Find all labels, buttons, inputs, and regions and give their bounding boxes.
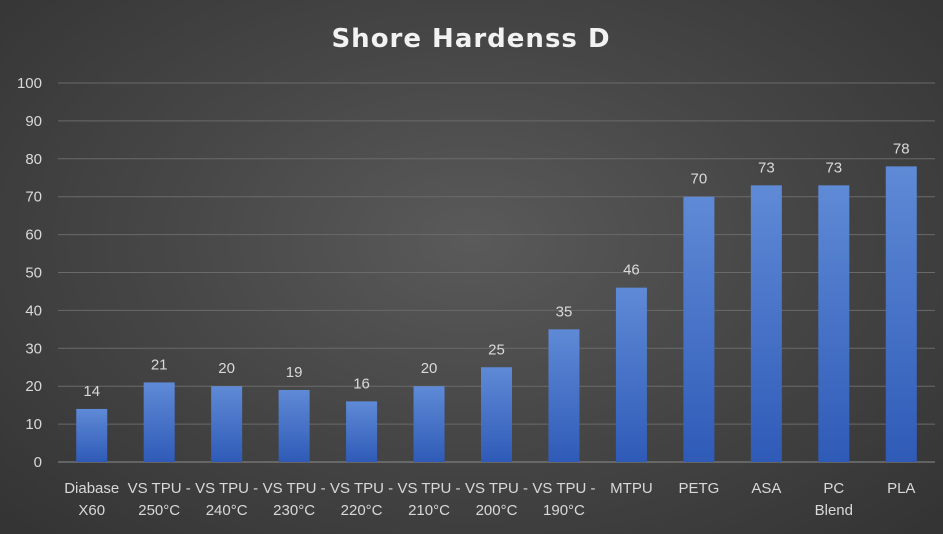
category-label: VS TPU - bbox=[465, 480, 528, 497]
data-label: 73 bbox=[758, 159, 775, 176]
data-label: 46 bbox=[623, 262, 640, 279]
category-label: VS TPU - bbox=[263, 480, 326, 497]
data-label: 20 bbox=[421, 360, 438, 377]
bar bbox=[346, 401, 378, 462]
bar bbox=[76, 408, 108, 462]
bar bbox=[818, 185, 850, 462]
category-label: 190°C bbox=[543, 502, 585, 519]
gridlines bbox=[58, 82, 935, 463]
category-label: ASA bbox=[751, 480, 781, 497]
data-label: 78 bbox=[893, 140, 910, 157]
y-tick-label: 20 bbox=[25, 378, 42, 395]
category-label: 240°C bbox=[206, 502, 248, 519]
category-labels: Diabase X60 VS TPU - 250°C VS TPU - 240°C VS T… bbox=[64, 480, 915, 519]
category-label: VS TPU - bbox=[195, 480, 258, 497]
y-tick-label: 40 bbox=[25, 302, 42, 319]
bars bbox=[76, 166, 917, 462]
category-label: 200°C bbox=[476, 502, 518, 519]
y-tick-label: 10 bbox=[25, 416, 42, 433]
y-tick-label: 70 bbox=[25, 189, 42, 206]
category-label: 230°C bbox=[273, 502, 315, 519]
y-tick-label: 0 bbox=[34, 454, 42, 471]
category-label: VS TPU - bbox=[397, 480, 460, 497]
category-label: 210°C bbox=[408, 502, 450, 519]
category-label: PC bbox=[823, 480, 844, 497]
y-axis-ticks: 0 10 20 30 40 50 60 70 80 90 100 bbox=[17, 75, 42, 471]
y-tick-label: 80 bbox=[25, 151, 42, 168]
bar bbox=[615, 287, 647, 462]
bar bbox=[548, 329, 580, 462]
bar bbox=[413, 386, 445, 462]
bar bbox=[211, 386, 243, 462]
data-label: 25 bbox=[488, 341, 505, 358]
category-label: VS TPU - bbox=[330, 480, 393, 497]
category-label: Blend bbox=[815, 502, 853, 519]
y-tick-label: 30 bbox=[25, 340, 42, 357]
category-label: Diabase bbox=[64, 480, 119, 497]
category-label: VS TPU - bbox=[128, 480, 191, 497]
data-label: 21 bbox=[151, 356, 168, 373]
category-label: VS TPU - bbox=[532, 480, 595, 497]
chart-title: Shore Hardenss D bbox=[331, 24, 610, 54]
y-tick-label: 100 bbox=[17, 75, 42, 92]
category-label: PLA bbox=[887, 480, 915, 497]
bar bbox=[683, 196, 715, 462]
category-label: PETG bbox=[678, 480, 719, 497]
category-label: 220°C bbox=[341, 502, 383, 519]
category-label: MTPU bbox=[610, 480, 653, 497]
category-label: X60 bbox=[78, 502, 105, 519]
bar bbox=[481, 367, 512, 462]
y-tick-label: 50 bbox=[25, 265, 42, 282]
category-label: 250°C bbox=[138, 502, 180, 519]
y-tick-label: 60 bbox=[25, 227, 42, 244]
data-label: 35 bbox=[556, 303, 573, 320]
data-label: 14 bbox=[83, 383, 100, 400]
bar bbox=[143, 382, 175, 462]
bar bbox=[750, 185, 782, 462]
data-label: 73 bbox=[825, 159, 842, 176]
bar bbox=[885, 166, 917, 462]
data-labels: 14 21 20 19 16 20 25 35 46 70 73 73 78 bbox=[83, 140, 909, 400]
bar bbox=[278, 389, 310, 462]
y-tick-label: 90 bbox=[25, 113, 42, 130]
data-label: 16 bbox=[353, 375, 370, 392]
data-label: 19 bbox=[286, 364, 303, 381]
data-label: 70 bbox=[691, 171, 708, 188]
data-label: 20 bbox=[218, 360, 235, 377]
